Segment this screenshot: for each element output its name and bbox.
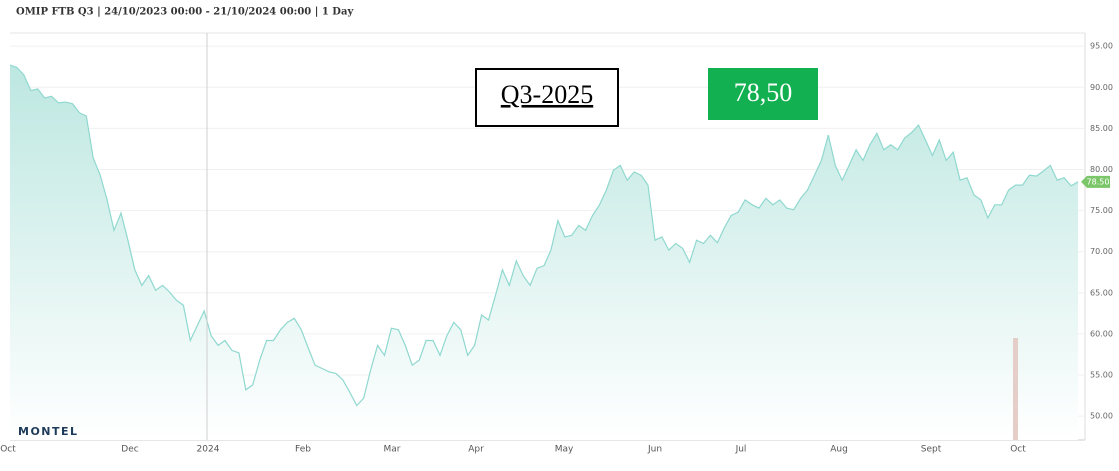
y-tick-label: 95.00 <box>1090 42 1113 51</box>
x-tick-label: Feb <box>295 445 311 455</box>
volume-bar <box>1013 338 1018 440</box>
logo: MONTEL <box>18 425 79 438</box>
x-tick-label: May <box>555 445 574 455</box>
x-tick-label: Oct <box>1010 445 1026 455</box>
x-tick-label: Jun <box>647 445 662 455</box>
y-tick-label: 75.00 <box>1090 206 1113 215</box>
last-price-label: 78.50 <box>1087 177 1110 186</box>
x-tick-label: Apr <box>468 445 484 455</box>
last-price-marker <box>1081 175 1110 188</box>
y-tick-label: 60.00 <box>1090 329 1113 338</box>
price-line <box>9 64 1079 407</box>
product-label: Q3-2025 <box>501 80 593 109</box>
x-tick-label: Mar <box>384 445 401 455</box>
x-tick-label: Jul <box>735 445 747 455</box>
x-tick-label: 2024 <box>197 445 220 455</box>
x-tick-label: Oct <box>0 445 16 455</box>
price-box <box>708 68 818 120</box>
y-tick-label: 90.00 <box>1090 83 1113 92</box>
product-box <box>475 68 619 127</box>
x-tick-label: Sept <box>921 445 942 455</box>
y-tick-label: 85.00 <box>1090 124 1113 133</box>
y-tick-label: 50.00 <box>1090 412 1113 421</box>
x-tick-label: Aug <box>830 445 848 455</box>
y-tick-label: 70.00 <box>1090 247 1113 256</box>
y-tick-label: 65.00 <box>1090 288 1113 297</box>
chart-title: OMIP FTB Q3 | 24/10/2023 00:00 - 21/10/2… <box>16 7 354 18</box>
plot <box>9 64 1079 440</box>
x-tick-label: Dec <box>121 445 138 455</box>
area-fill <box>10 65 1078 440</box>
y-tick-label: 55.00 <box>1090 371 1113 380</box>
y-tick-label: 80.00 <box>1090 165 1113 174</box>
price-label: 78,50 <box>734 78 793 107</box>
last-price-tag: 78.50 <box>1081 175 1110 188</box>
